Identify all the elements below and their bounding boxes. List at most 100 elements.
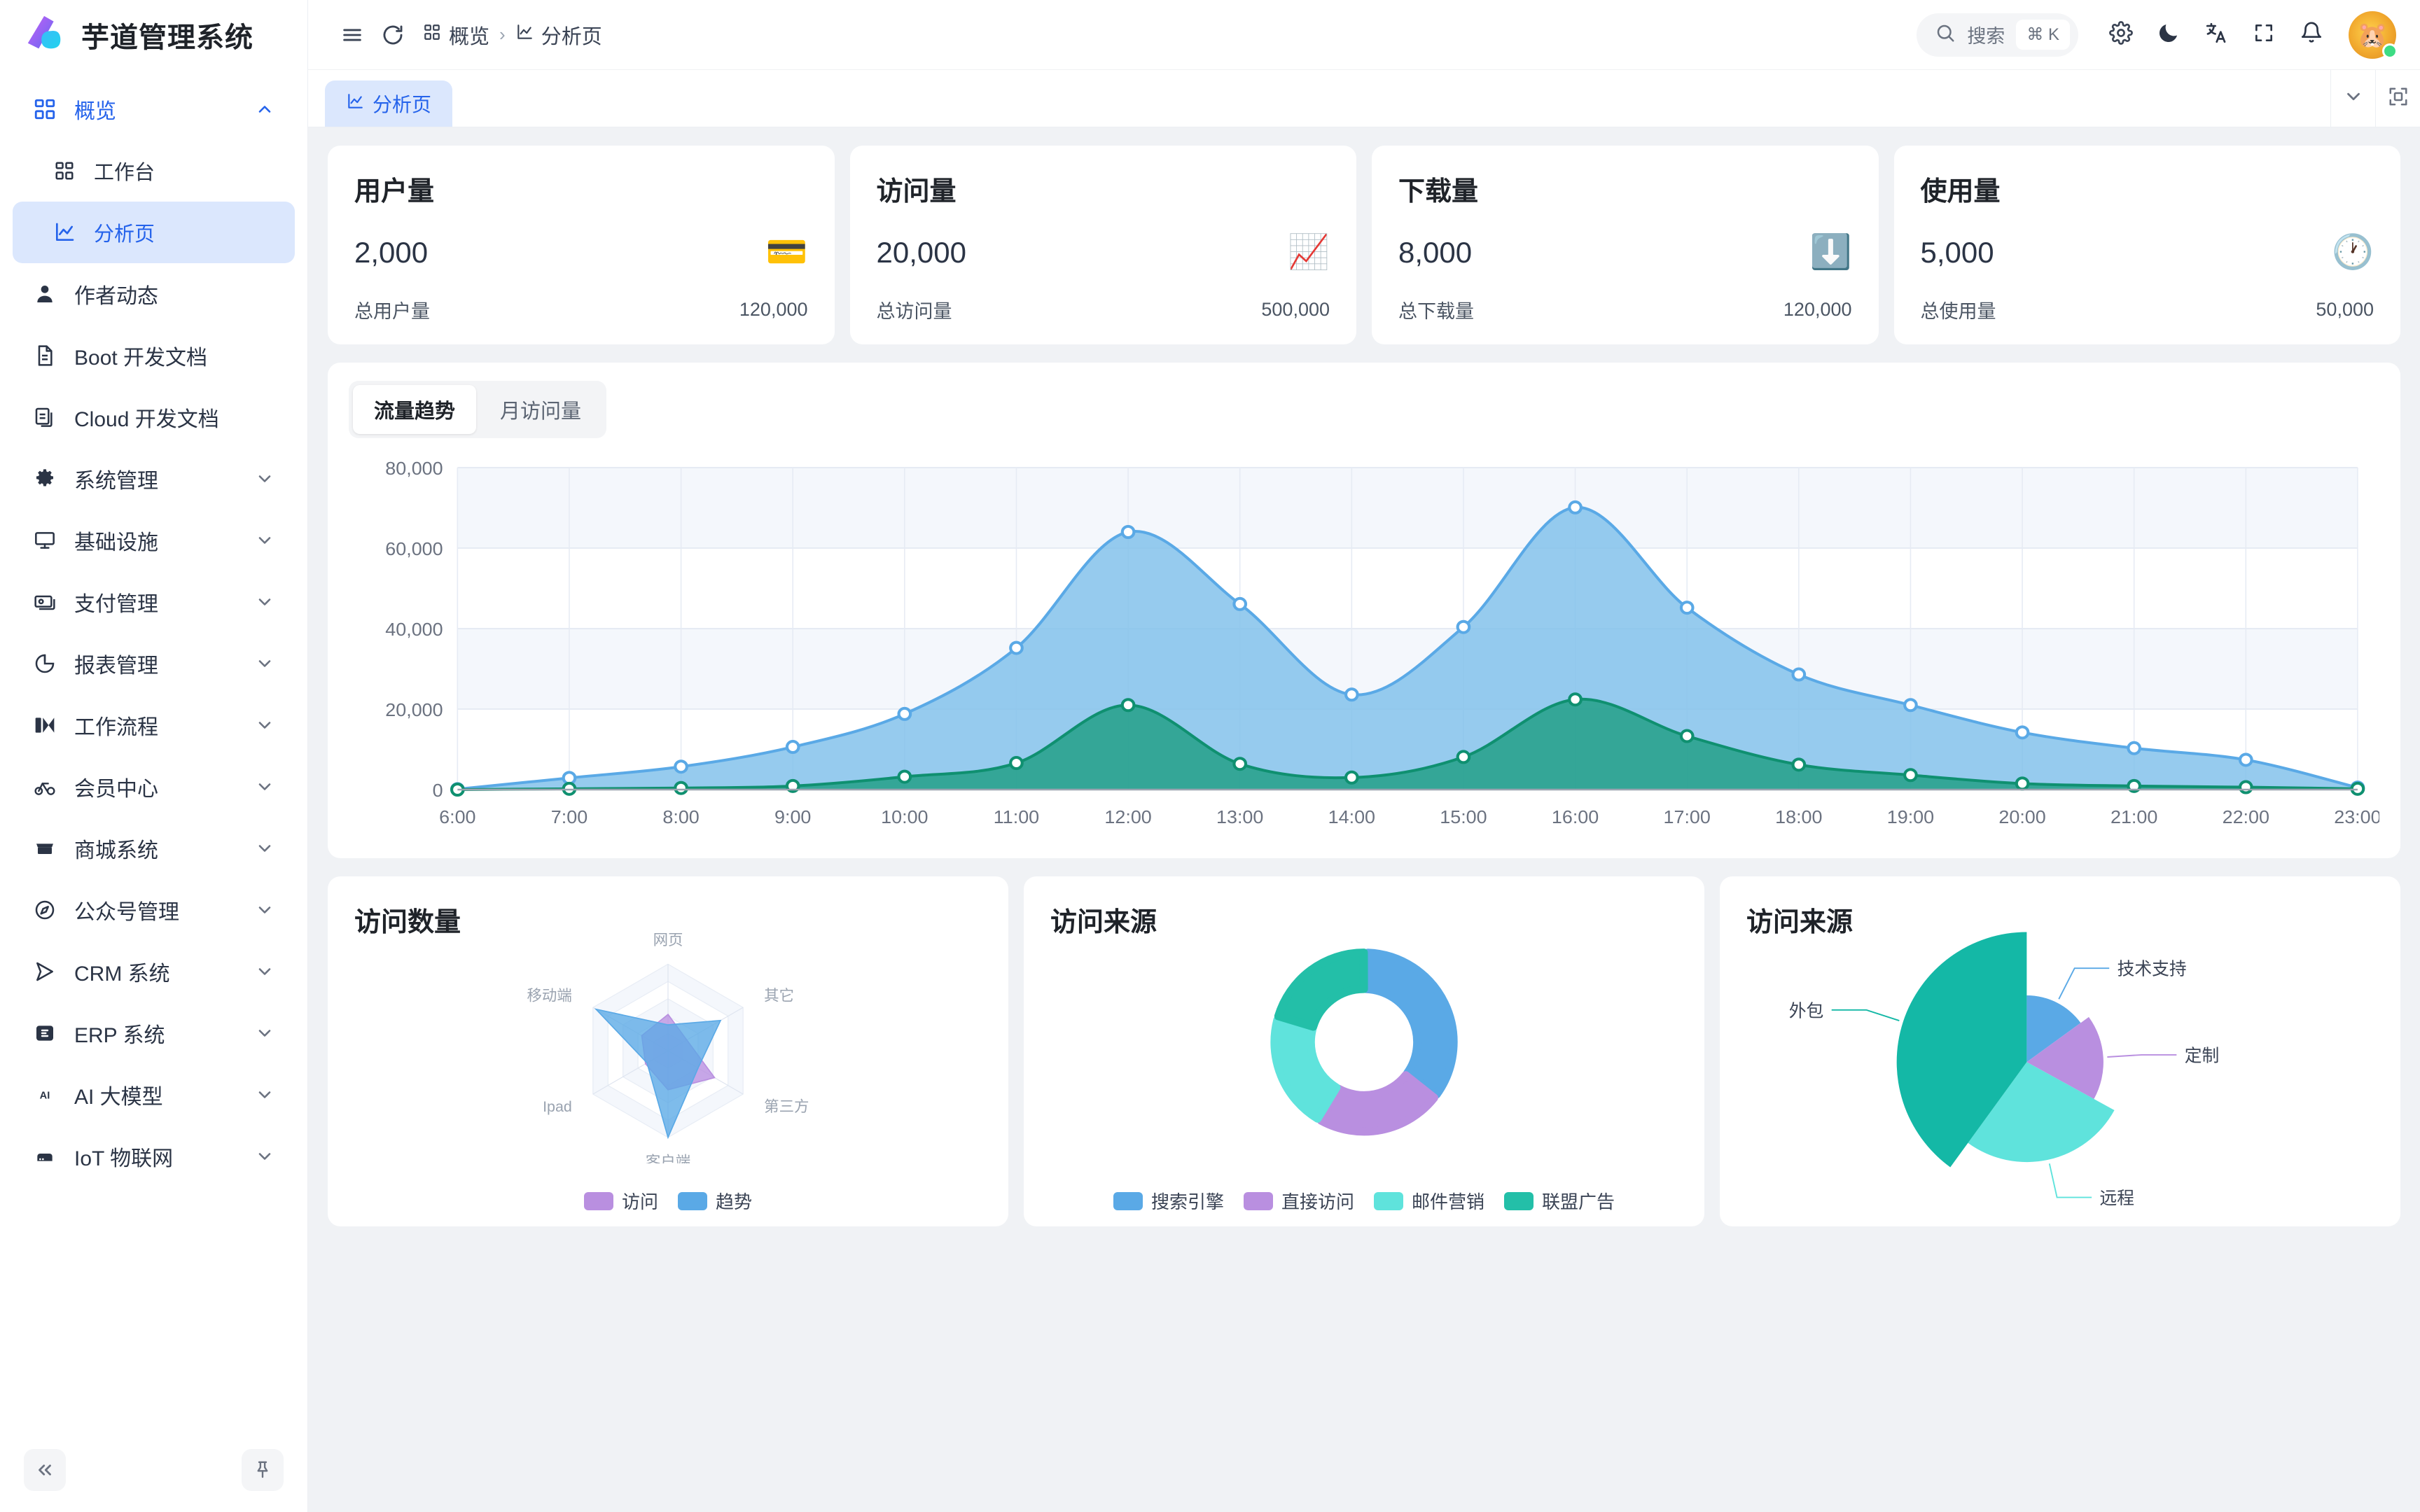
sidebar-item-label: Cloud 开发文档 bbox=[74, 408, 219, 431]
area-chart: 0 20,000 40,000 60,000 80,000 6:00 7:00 8:00 9:0… bbox=[349, 454, 2379, 846]
legend-swatch bbox=[1243, 1191, 1273, 1210]
svg-text:15:00: 15:00 bbox=[1440, 806, 1487, 827]
chevron-down-icon bbox=[253, 1144, 277, 1168]
sidebar-item-payment-mgmt[interactable]: 支付管理 bbox=[13, 571, 295, 633]
breadcrumb: 概览 › 分析页 bbox=[423, 20, 602, 50]
card-main: 5,000 🕐 bbox=[1921, 236, 2374, 270]
sidebar-item-workflow[interactable]: 工作流程 bbox=[13, 694, 295, 756]
panel-title: 访问数量 bbox=[354, 908, 461, 937]
legend-item[interactable]: 搜索引擎 bbox=[1113, 1188, 1224, 1214]
svg-text:第三方: 第三方 bbox=[764, 1098, 809, 1115]
breadcrumb-item-overview[interactable]: 概览 bbox=[423, 20, 489, 50]
translate-icon bbox=[2204, 21, 2228, 48]
legend-label: 联盟广告 bbox=[1542, 1191, 1615, 1212]
pie-percent-icon: 📈 bbox=[1288, 234, 1330, 271]
server-icon bbox=[31, 1142, 59, 1170]
svg-text:40,000: 40,000 bbox=[385, 619, 443, 639]
dark-mode-button[interactable] bbox=[2148, 15, 2189, 55]
sidebar-item-erp-system[interactable]: ERP 系统 bbox=[13, 1002, 295, 1064]
chevron-down-icon bbox=[253, 960, 277, 983]
sidebar-item-analytics[interactable]: 分析页 bbox=[13, 202, 295, 263]
settings-button[interactable] bbox=[2101, 15, 2141, 55]
legend-item[interactable]: 趋势 bbox=[678, 1188, 752, 1214]
sidebar-item-boot-docs[interactable]: Boot 开发文档 bbox=[13, 325, 295, 386]
sidebar-item-label: 工作台 bbox=[94, 162, 155, 184]
breadcrumb-item-analytics[interactable]: 分析页 bbox=[515, 20, 602, 50]
svg-text:8:00: 8:00 bbox=[662, 806, 699, 827]
card-main: 2,000 💳 bbox=[354, 236, 808, 270]
sidebar-item-label: 分析页 bbox=[94, 223, 155, 246]
fullscreen-button[interactable] bbox=[2244, 15, 2284, 55]
sidebar-item-overview[interactable]: 概览 bbox=[13, 78, 295, 140]
avatar[interactable]: 🐹 bbox=[2349, 10, 2398, 59]
sidebar-item-cloud-docs[interactable]: Cloud 开发文档 bbox=[13, 386, 295, 448]
svg-text:80,000: 80,000 bbox=[385, 458, 443, 478]
sidebar-item-label: 报表管理 bbox=[74, 654, 158, 678]
svg-text:7:00: 7:00 bbox=[551, 806, 587, 827]
tab-dropdown-button[interactable] bbox=[2330, 70, 2375, 127]
search-placeholder: 搜索 bbox=[1967, 26, 2005, 47]
erp-icon bbox=[31, 1019, 59, 1047]
header-actions: 搜索 ⌘ K bbox=[1917, 10, 2398, 59]
legend-item[interactable]: 邮件营销 bbox=[1374, 1188, 1484, 1214]
legend-item[interactable]: 联盟广告 bbox=[1504, 1188, 1615, 1214]
sidebar-item-official-account[interactable]: 公众号管理 bbox=[13, 879, 295, 941]
radar-legend: 访问 趋势 bbox=[328, 1188, 1008, 1214]
maximize-icon bbox=[2388, 86, 2409, 111]
tab-monthly-visits[interactable]: 月访问量 bbox=[500, 400, 582, 423]
breadcrumb-separator: › bbox=[499, 24, 506, 45]
sidebar-item-ai-model[interactable]: AI AI 大模型 bbox=[13, 1064, 295, 1126]
legend-swatch bbox=[1374, 1191, 1403, 1210]
sidebar-pin-button[interactable] bbox=[242, 1449, 284, 1491]
sidebar-collapse-button[interactable] bbox=[24, 1449, 66, 1491]
sidebar-item-mall-system[interactable]: 商城系统 bbox=[13, 818, 295, 879]
card-footer: 总下载量 120,000 bbox=[1398, 296, 1852, 323]
avatar-emoji: 🐹 bbox=[2356, 20, 2388, 49]
content-maximize-button[interactable] bbox=[2375, 70, 2420, 127]
hamburger-icon[interactable] bbox=[332, 15, 373, 55]
legend-item[interactable]: 访问 bbox=[583, 1188, 658, 1214]
brand[interactable]: 芋道管理系统 bbox=[0, 0, 307, 70]
card-title: 访问量 bbox=[876, 177, 957, 206]
sidebar-item-system-mgmt[interactable]: 系统管理 bbox=[13, 448, 295, 510]
sidebar-item-report-mgmt[interactable]: 报表管理 bbox=[13, 633, 295, 694]
refresh-icon[interactable] bbox=[373, 15, 413, 55]
sidebar-item-iot[interactable]: IoT 物联网 bbox=[13, 1126, 295, 1187]
chevron-down-icon bbox=[253, 1083, 277, 1107]
card-title: 下载量 bbox=[1398, 177, 1479, 206]
svg-text:移动端: 移动端 bbox=[527, 987, 572, 1004]
legend-item[interactable]: 直接访问 bbox=[1243, 1188, 1354, 1214]
trend-panel: 流量趋势 月访问量 0 20,000 40,000 60,000 80,000 6:00 7… bbox=[328, 363, 2400, 858]
clock-icon: 🕐 bbox=[2332, 234, 2374, 271]
sidebar-item-workbench[interactable]: 工作台 bbox=[13, 140, 295, 202]
brand-logo bbox=[24, 13, 67, 57]
sidebar-item-infrastructure[interactable]: 基础设施 bbox=[13, 510, 295, 571]
sidebar-item-label: 商城系统 bbox=[74, 839, 158, 862]
chevron-down-icon bbox=[253, 713, 277, 737]
sidebar-item-label: 会员中心 bbox=[74, 778, 158, 801]
svg-text:13:00: 13:00 bbox=[1216, 806, 1263, 827]
legend-label: 搜索引擎 bbox=[1150, 1191, 1224, 1212]
panel-title: 访问来源 bbox=[1050, 908, 1157, 937]
search-input[interactable]: 搜索 ⌘ K bbox=[1917, 13, 2078, 57]
card-foot-label: 总用户量 bbox=[354, 301, 430, 322]
svg-text:19:00: 19:00 bbox=[1887, 806, 1934, 827]
svg-text:9:00: 9:00 bbox=[774, 806, 811, 827]
language-button[interactable] bbox=[2196, 15, 2237, 55]
card-foot-value: 120,000 bbox=[739, 299, 808, 320]
notifications-button[interactable] bbox=[2291, 15, 2332, 55]
sidebar-item-crm-system[interactable]: CRM 系统 bbox=[13, 941, 295, 1002]
send-icon bbox=[31, 958, 59, 986]
ai-icon: AI bbox=[31, 1081, 59, 1109]
tab-analytics[interactable]: 分析页 bbox=[325, 80, 453, 127]
legend-swatch bbox=[678, 1191, 707, 1210]
svg-text:网页: 网页 bbox=[653, 932, 683, 948]
user-icon bbox=[31, 280, 59, 308]
sidebar-item-member-center[interactable]: 会员中心 bbox=[13, 756, 295, 818]
sidebar-item-author-feed[interactable]: 作者动态 bbox=[13, 263, 295, 325]
tab-traffic-trend[interactable]: 流量趋势 bbox=[353, 385, 477, 434]
sidebar-item-label: AI 大模型 bbox=[74, 1086, 163, 1109]
svg-text:外包: 外包 bbox=[1789, 1001, 1824, 1021]
status-badge bbox=[2382, 43, 2398, 59]
search-shortcut: ⌘ K bbox=[2016, 20, 2070, 50]
